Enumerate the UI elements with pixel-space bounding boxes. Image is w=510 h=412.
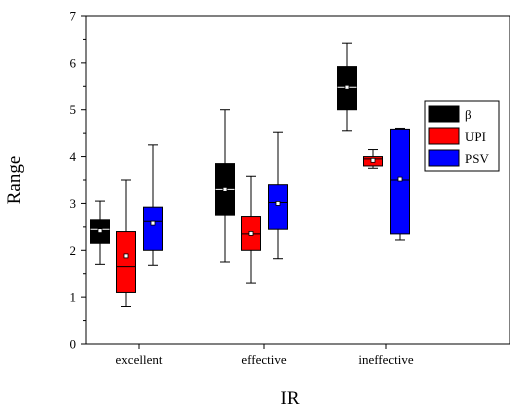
mean-marker (222, 186, 228, 192)
iqr-box (268, 184, 288, 230)
legend-label: PSV (465, 151, 489, 166)
y-tick-label: 6 (70, 55, 77, 70)
x-axis: excellent effective ineffective (116, 344, 414, 367)
legend-swatch (428, 127, 460, 145)
box-plot-boxes (90, 42, 410, 308)
mean-marker (344, 84, 350, 90)
y-tick-label: 7 (70, 9, 77, 24)
mean-marker (370, 157, 376, 163)
box-PSV-excellent (143, 144, 163, 266)
x-tick-label: excellent (116, 352, 163, 367)
box-β-ineffective (337, 42, 357, 132)
y-tick-label: 0 (70, 337, 77, 352)
y-tick-label: 5 (70, 102, 77, 117)
mean-marker (150, 220, 156, 226)
legend-label: β (465, 107, 472, 122)
plot-frame (85, 15, 510, 345)
box-β-effective (215, 109, 235, 263)
legend: β UPI PSV (424, 100, 500, 172)
box-PSV-ineffective (390, 127, 410, 241)
y-tick-label: 1 (70, 290, 77, 305)
mean-marker (275, 201, 281, 206)
iqr-box (116, 231, 136, 293)
box-UPI-excellent (116, 179, 136, 308)
box-UPI-ineffective (363, 149, 383, 169)
mean-marker (248, 231, 254, 236)
iqr-box (390, 128, 410, 235)
mean-marker (123, 253, 129, 259)
box-PSV-effective (268, 131, 288, 260)
x-axis-title: IR (281, 388, 300, 409)
mean-marker (97, 228, 103, 234)
legend-swatch (428, 105, 460, 123)
legend-swatch (428, 149, 460, 167)
x-tick-label: ineffective (358, 352, 414, 367)
y-tick-label: 3 (70, 196, 77, 211)
y-axis-title: Range (4, 156, 25, 205)
y-tick-label: 2 (70, 243, 77, 258)
y-tick-label: 4 (70, 149, 77, 164)
iqr-box (143, 206, 163, 251)
box-β-excellent (90, 200, 110, 265)
x-tick-label: effective (241, 352, 286, 367)
box-UPI-effective (241, 175, 261, 284)
legend-label: UPI (465, 129, 486, 144)
y-axis: 0 1 2 3 4 5 6 7 (70, 9, 86, 352)
mean-marker (397, 176, 403, 182)
